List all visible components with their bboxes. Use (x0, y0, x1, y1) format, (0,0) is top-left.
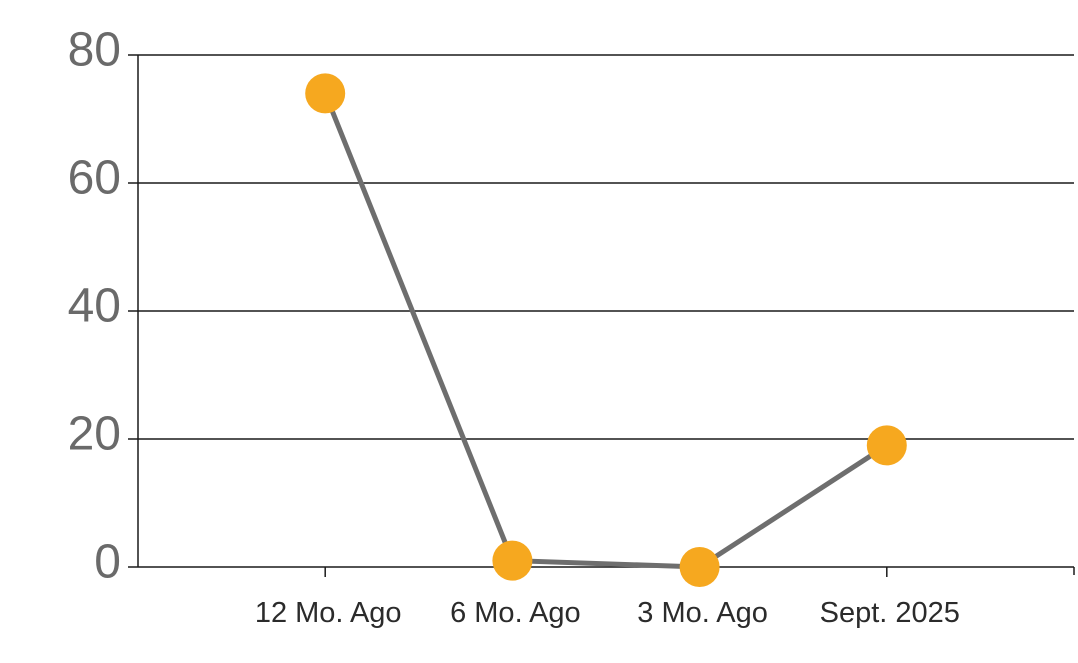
y-axis-label: 20 (68, 408, 121, 461)
x-axis-label: Sept. 2025 (820, 597, 960, 629)
y-axis-label: 80 (68, 24, 121, 77)
x-axis-label: 3 Mo. Ago (637, 597, 768, 629)
y-axis-label: 0 (94, 536, 121, 589)
series-line (322, 90, 890, 570)
data-point-marker (305, 73, 346, 114)
data-point-marker (492, 540, 533, 581)
y-axis-label: 40 (68, 280, 121, 333)
x-axis-label: 6 Mo. Ago (450, 597, 581, 629)
y-axis-label: 60 (68, 152, 121, 205)
x-axis-label: 12 Mo. Ago (255, 597, 402, 629)
data-point-marker (866, 425, 907, 466)
data-point-marker (679, 547, 720, 587)
